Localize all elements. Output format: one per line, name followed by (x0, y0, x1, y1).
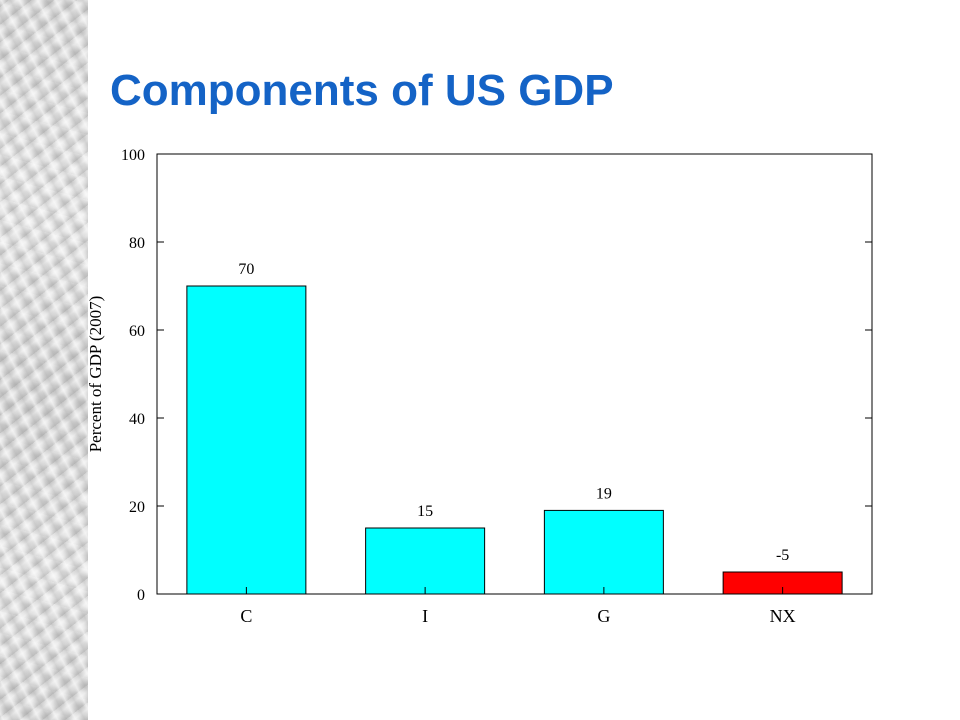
x-tick-label: G (597, 606, 610, 626)
data-label: -5 (776, 547, 789, 564)
x-tick-label: C (240, 606, 252, 626)
bar-c (186, 285, 307, 595)
y-tick-label: 0 (137, 587, 145, 604)
data-label: 15 (417, 503, 433, 520)
y-axis-label: Percent of GDP (2007) (86, 296, 105, 453)
plot-frame (156, 153, 873, 595)
data-label: 70 (238, 261, 254, 278)
y-tick-label: 40 (129, 411, 145, 428)
bar-g (543, 509, 664, 595)
y-tick-label: 60 (129, 323, 145, 340)
x-tick-label: NX (770, 606, 796, 626)
data-label: 19 (596, 485, 612, 502)
y-tick-label: 20 (129, 499, 145, 516)
marble-background-strip (0, 0, 88, 720)
x-tick-label: I (422, 606, 428, 626)
y-tick-label: 80 (129, 235, 145, 252)
y-tick-label: 100 (121, 147, 145, 164)
slide-title: Components of US GDP (110, 66, 614, 115)
bar-i (365, 527, 486, 595)
